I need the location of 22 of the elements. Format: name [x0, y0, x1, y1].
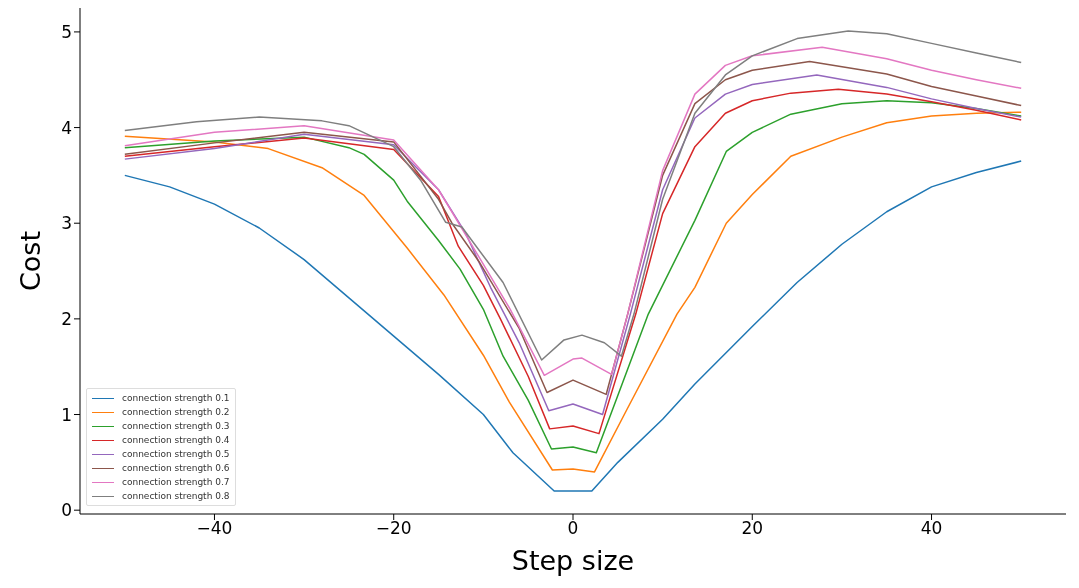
legend-label: connection strength 0.7: [122, 476, 230, 489]
y-tick-label: 1: [61, 404, 72, 425]
legend-label: connection strength 0.3: [122, 420, 230, 433]
x-tick-label: 40: [920, 518, 943, 539]
x-tick-label: 0: [567, 518, 579, 539]
y-axis-title: Cost: [14, 230, 46, 292]
y-tick-label: 3: [61, 213, 72, 234]
legend-label: connection strength 0.8: [122, 490, 230, 503]
x-tick-label: 20: [741, 518, 764, 539]
x-tick-label: −20: [375, 518, 412, 539]
x-axis-title: Step size: [511, 545, 635, 576]
legend-label: connection strength 0.6: [122, 462, 230, 475]
y-tick-label: 4: [61, 117, 72, 138]
x-tick-label: −40: [196, 518, 233, 539]
y-tick-label: 5: [61, 21, 72, 42]
legend-label: connection strength 0.2: [122, 406, 230, 419]
legend-label: connection strength 0.1: [122, 392, 230, 405]
line-series: [124, 160, 1022, 492]
legend-label: connection strength 0.4: [122, 434, 230, 447]
y-tick-label: 0: [61, 500, 72, 521]
legend-label: connection strength 0.5: [122, 448, 230, 461]
y-tick-label: 2: [61, 308, 72, 329]
